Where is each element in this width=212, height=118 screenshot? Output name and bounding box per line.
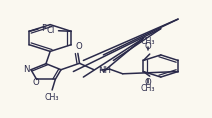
Text: O: O — [32, 78, 39, 87]
Text: Cl: Cl — [46, 26, 55, 35]
Text: CH₃: CH₃ — [141, 84, 155, 93]
Text: N: N — [23, 65, 29, 74]
Text: CH₃: CH₃ — [45, 93, 59, 102]
Text: F: F — [41, 24, 46, 34]
Text: CH₃: CH₃ — [141, 37, 155, 46]
Text: O: O — [75, 42, 82, 51]
Text: NH: NH — [98, 66, 111, 75]
Text: O: O — [145, 42, 151, 51]
Text: O: O — [145, 78, 151, 87]
